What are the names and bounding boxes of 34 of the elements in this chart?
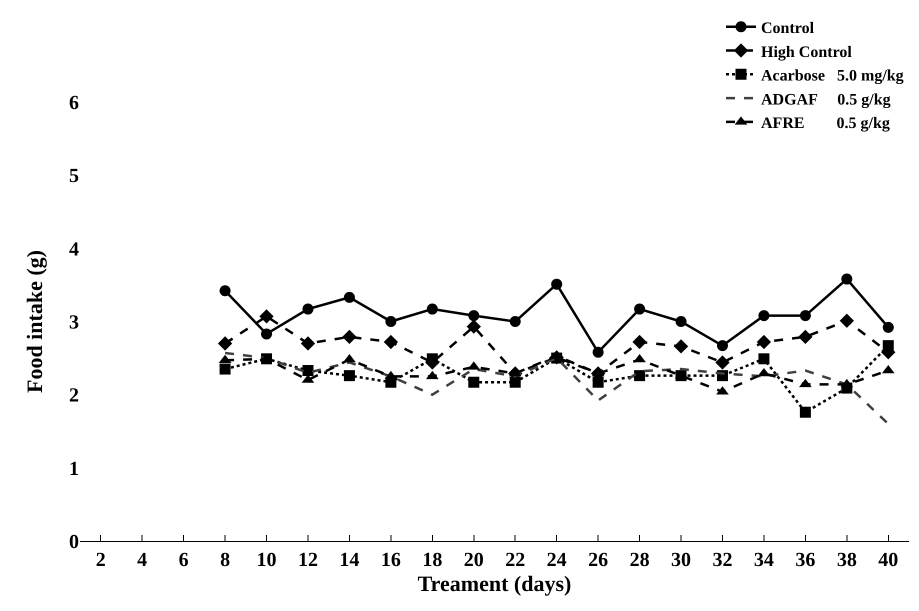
x-tick-label: 12 [298, 549, 318, 571]
y-tick-label: 5 [69, 165, 79, 188]
y-tick-label: 0 [69, 531, 79, 553]
y-tick-label: 6 [69, 92, 79, 114]
x-tick-label: 14 [339, 549, 360, 571]
x-tick-label: 26 [588, 549, 608, 571]
x-tick-label: 4 [137, 549, 148, 571]
x-tick-label: 18 [422, 549, 442, 571]
x-tick-label: 40 [878, 549, 898, 571]
legend-label: Acarbose 5.0 mg/kg [761, 68, 904, 85]
x-tick-label: 22 [505, 549, 526, 571]
x-tick-label: 6 [178, 549, 189, 571]
x-tick-label: 24 [546, 549, 567, 571]
y-tick-label: 2 [69, 384, 79, 407]
y-tick-label: 4 [69, 238, 79, 260]
legend-label: Control [761, 20, 815, 37]
x-tick-label: 38 [836, 549, 857, 571]
x-tick-label: 30 [671, 549, 692, 571]
x-tick-label: 20 [464, 549, 484, 571]
x-tick-label: 34 [754, 549, 774, 571]
y-tick-label: 3 [69, 312, 79, 334]
x-tick-label: 32 [712, 549, 732, 571]
x-tick-label: 28 [630, 549, 650, 571]
x-tick-label: 36 [795, 549, 816, 571]
y-axis-title: Food intake (g) [22, 250, 47, 393]
legend-label: ADGAF 0.5 g/kg [761, 91, 891, 108]
legend-label: High Control [761, 44, 852, 61]
y-tick-label: 1 [69, 458, 79, 480]
x-tick-label: 2 [96, 549, 106, 571]
legend-label: AFRE 0.5 g/kg [761, 115, 890, 132]
x-tick-label: 16 [380, 549, 401, 571]
x-tick-label: 10 [256, 549, 277, 571]
x-axis-title: Treament (days) [418, 571, 572, 596]
x-tick-label: 8 [220, 549, 230, 571]
